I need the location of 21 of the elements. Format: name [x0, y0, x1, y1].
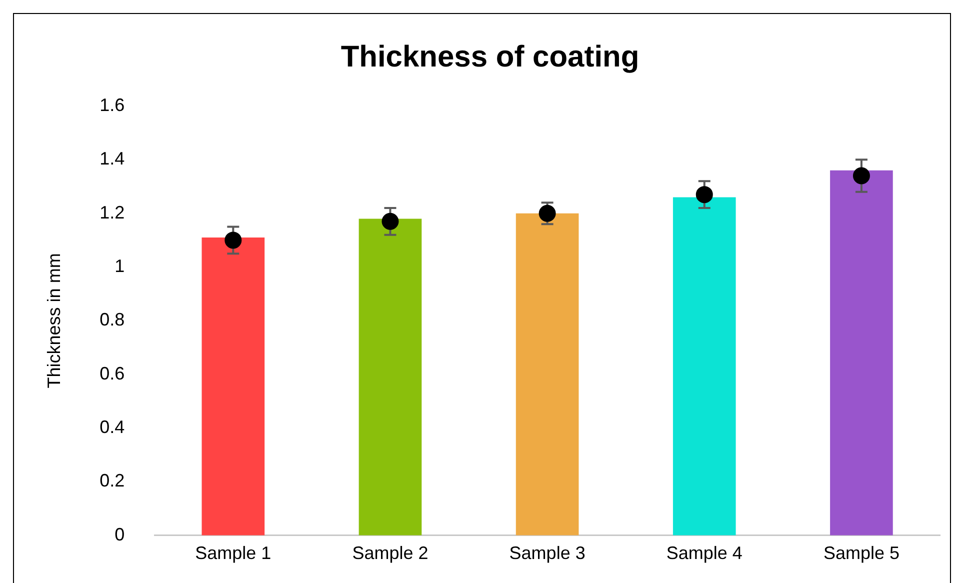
point: [382, 212, 399, 230]
y-tick-label: 0.4: [100, 417, 125, 438]
x-tick-label: Sample 2: [352, 543, 428, 564]
y-tick-label: 0: [114, 524, 125, 544]
y-tick-label: 0.6: [100, 363, 125, 384]
chart-title: Thickness of coating: [340, 40, 640, 74]
x-tick-label: Sample 1: [195, 543, 272, 564]
y-tick-label: 1.4: [100, 148, 125, 169]
y-tick-label: 1.6: [100, 94, 125, 115]
x-tick-label: Sample 5: [823, 543, 900, 564]
point: [696, 186, 713, 204]
point: [852, 167, 870, 184]
point: [224, 232, 242, 249]
y-tick-label: 1: [114, 256, 125, 276]
x-tick-label: Sample 3: [509, 543, 586, 564]
y-tick-label: 1.2: [100, 202, 125, 222]
y-axis-title: Thickness in mm: [44, 253, 64, 388]
y-tick-label: 0.2: [100, 470, 125, 491]
point: [538, 204, 556, 222]
y-tick-label: 0.8: [100, 310, 125, 330]
x-tick-label: Sample 4: [666, 543, 742, 564]
